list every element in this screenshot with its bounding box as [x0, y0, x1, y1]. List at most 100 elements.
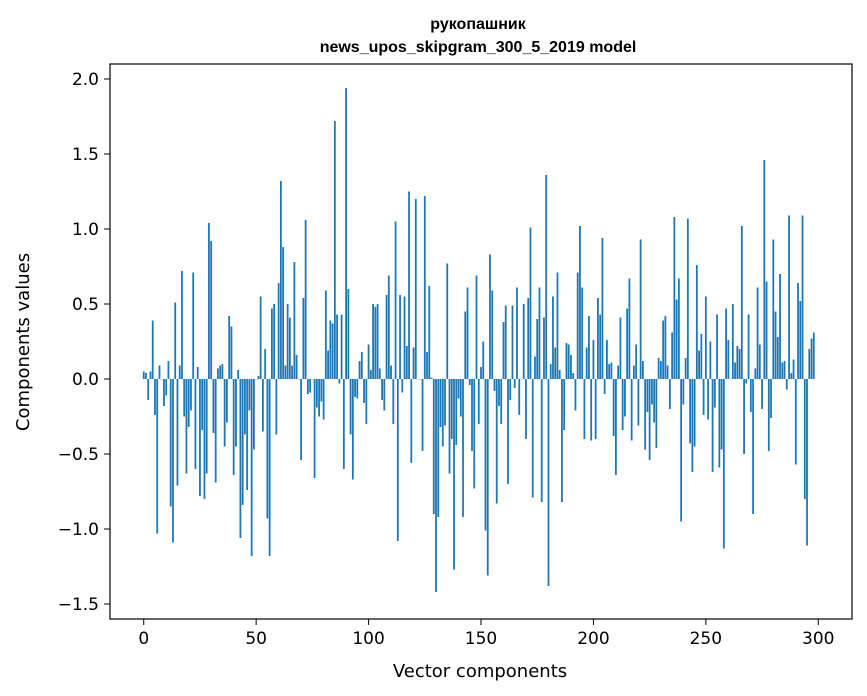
bar-282: [776, 337, 779, 379]
bar-63: [284, 365, 287, 379]
bar-26: [201, 379, 204, 430]
bar-181: [549, 364, 552, 379]
bar-273: [756, 287, 759, 379]
bar-235: [671, 332, 674, 379]
bar-84: [331, 323, 334, 379]
bar-150: [480, 367, 482, 379]
bar-2: [147, 379, 150, 400]
bar-202: [597, 298, 599, 379]
bar-27: [203, 379, 206, 499]
bar-276: [763, 160, 766, 379]
bar-40: [232, 379, 235, 475]
bar-149: [477, 379, 480, 424]
bar-114: [399, 295, 401, 379]
bar-32: [214, 379, 217, 483]
bar-185: [558, 370, 561, 379]
bar-275: [761, 379, 763, 409]
bar-262: [731, 304, 734, 379]
bar-241: [684, 358, 687, 379]
bar-130: [435, 379, 437, 592]
bar-180: [547, 379, 550, 586]
bar-139: [455, 379, 458, 445]
bar-226: [650, 379, 653, 405]
bar-127: [428, 286, 431, 379]
bar-208: [610, 362, 613, 379]
bar-126: [426, 352, 428, 379]
bar-104: [376, 304, 379, 379]
bar-48: [250, 379, 253, 556]
bar-80: [322, 379, 325, 420]
bar-77: [315, 379, 318, 408]
bar-223: [644, 379, 647, 450]
bar-159: [500, 379, 503, 424]
bar-131: [437, 379, 440, 517]
bar-117: [405, 346, 408, 379]
bar-247: [698, 350, 700, 379]
bar-82: [327, 350, 329, 379]
bar-56: [268, 379, 271, 556]
bar-183: [554, 347, 557, 379]
bar-29: [208, 223, 210, 379]
bar-133: [441, 379, 444, 447]
bar-51: [257, 376, 260, 379]
bar-158: [498, 379, 500, 406]
bar-78: [318, 379, 321, 417]
bar-100: [367, 344, 370, 379]
x-tick-label: 50: [245, 629, 267, 649]
bar-49: [253, 379, 255, 450]
bar-194: [579, 226, 581, 379]
bar-74: [309, 379, 312, 393]
bar-125: [423, 196, 426, 379]
bar-65: [288, 317, 291, 379]
bar-157: [495, 379, 498, 504]
bar-143: [464, 311, 467, 379]
bar-52: [259, 296, 262, 379]
bar-64: [286, 304, 289, 379]
bar-136: [448, 379, 451, 474]
bar-164: [511, 305, 514, 379]
bar-105: [378, 368, 381, 379]
bar-110: [390, 365, 392, 379]
bar-142: [462, 379, 464, 517]
bar-128: [430, 377, 433, 379]
x-tick-label: 300: [802, 629, 834, 649]
bar-268: [745, 379, 748, 384]
axes-frame: [109, 63, 853, 620]
bar-89: [342, 379, 345, 469]
bar-120: [412, 347, 415, 379]
bar-81: [324, 290, 327, 379]
bar-239: [680, 379, 683, 522]
bar-228: [655, 379, 658, 448]
bar-277: [765, 281, 768, 379]
bar-269: [747, 314, 750, 379]
bar-111: [392, 379, 395, 424]
bar-197: [585, 347, 588, 379]
bar-290: [794, 379, 797, 465]
bar-219: [635, 344, 638, 379]
bar-263: [734, 362, 736, 379]
bar-229: [657, 358, 660, 379]
bar-115: [401, 379, 404, 393]
bar-124: [421, 379, 424, 451]
bar-291: [797, 283, 799, 379]
bar-134: [444, 379, 446, 426]
bar-119: [410, 379, 413, 463]
x-tick-label: 150: [465, 629, 497, 649]
bar-230: [659, 361, 662, 379]
bar-224: [646, 379, 649, 412]
bar-13: [172, 379, 174, 543]
bar-1: [145, 373, 147, 379]
bar-116: [403, 296, 406, 379]
y-tick-label: 0.5: [72, 295, 99, 315]
bar-162: [507, 379, 509, 484]
bar-42: [237, 370, 240, 379]
bar-196: [583, 379, 586, 439]
bar-198: [588, 316, 590, 379]
y-axis-ticks: 2.0 1.5 1.0 0.5 0.0 −0.5 −1.0 −1.5: [58, 70, 110, 615]
bar-152: [484, 379, 487, 531]
bar-92: [349, 379, 352, 435]
bar-217: [630, 379, 633, 441]
bar-225: [648, 379, 651, 460]
bar-216: [628, 278, 631, 379]
bar-106: [381, 379, 383, 400]
